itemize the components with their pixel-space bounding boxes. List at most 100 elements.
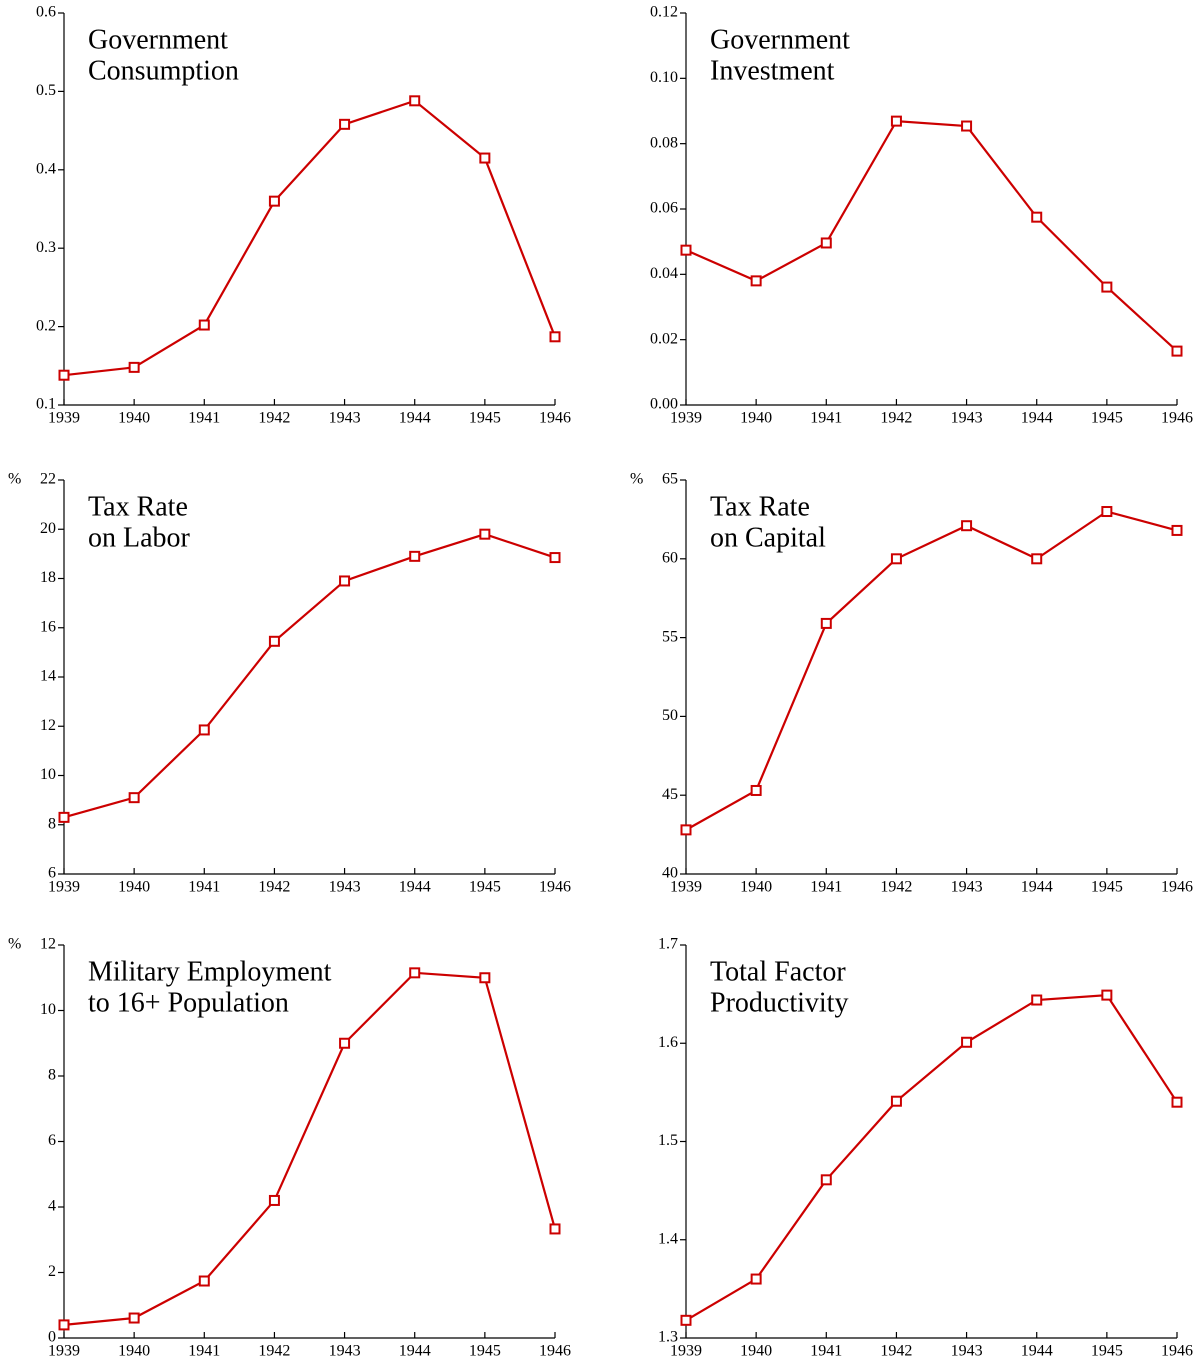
y-tick-label: 0.2: [36, 317, 56, 334]
marker: [1171, 345, 1183, 357]
y-tick-label: 0.4: [36, 160, 56, 177]
x-tick-label: 1944: [399, 410, 431, 427]
y-tick-label: 12: [40, 936, 56, 953]
y-tick-label: 0.08: [650, 134, 678, 151]
x-tick-label: 1942: [258, 410, 290, 427]
marker: [820, 617, 832, 629]
x-tick-label: 1942: [880, 879, 912, 896]
x-tick-label: 1941: [188, 410, 220, 427]
marker: [58, 369, 70, 381]
y-tick-label: 0.5: [36, 82, 56, 99]
marker: [128, 361, 140, 373]
x-tick-label: 1946: [539, 879, 571, 896]
panel-title: Tax Rate: [88, 491, 188, 522]
y-tick-label: 1.5: [658, 1132, 678, 1149]
marker: [268, 195, 280, 207]
data-line: [63, 533, 556, 819]
marker: [820, 237, 832, 249]
x-tick-label: 1945: [469, 879, 501, 896]
marker: [1031, 553, 1043, 565]
marker: [1171, 1096, 1183, 1108]
x-tick-label: 1940: [118, 879, 150, 896]
panel-title: to 16+ Population: [88, 987, 289, 1018]
x-tick-label: 1945: [1091, 1343, 1123, 1360]
panel-title: Productivity: [710, 987, 848, 1018]
marker: [549, 331, 561, 343]
y-tick-label: 16: [40, 618, 56, 635]
marker: [409, 95, 421, 107]
x-tick-label: 1943: [329, 1343, 361, 1360]
x-tick-label: 1946: [539, 410, 571, 427]
x-tick-label: 1944: [399, 1343, 431, 1360]
marker: [339, 118, 351, 130]
x-tick-label: 1943: [329, 410, 361, 427]
marker: [339, 1037, 351, 1049]
marker: [961, 1036, 973, 1048]
x-tick-label: 1945: [1091, 410, 1123, 427]
y-tick-label: 0.6: [36, 4, 56, 21]
marker: [1031, 211, 1043, 223]
marker: [680, 1314, 692, 1326]
marker: [409, 967, 421, 979]
marker: [268, 1194, 280, 1206]
panel-title: Consumption: [88, 55, 239, 86]
y-tick-label: 0.06: [650, 200, 678, 217]
x-tick-label: 1939: [670, 879, 702, 896]
marker: [750, 784, 762, 796]
panel-title: Investment: [710, 55, 835, 86]
y-tick-label: 6: [48, 865, 56, 882]
x-tick-label: 1946: [1161, 410, 1193, 427]
x-tick-label: 1945: [1091, 879, 1123, 896]
marker: [890, 1095, 902, 1107]
marker: [750, 275, 762, 287]
marker: [1031, 994, 1043, 1006]
x-tick-label: 1944: [1021, 1343, 1053, 1360]
marker: [1101, 506, 1113, 518]
x-tick-label: 1941: [810, 410, 842, 427]
y-tick-label: 8: [48, 815, 56, 832]
y-tick-label: 2: [48, 1263, 56, 1280]
y-tick-label: 0.02: [650, 330, 678, 347]
x-tick-label: 1940: [118, 1343, 150, 1360]
y-tick-label: 1.6: [658, 1034, 678, 1051]
marker: [198, 724, 210, 736]
marker: [409, 550, 421, 562]
y-tick-label: 1.3: [658, 1329, 678, 1346]
x-tick-label: 1939: [48, 1343, 80, 1360]
y-tick-label: 20: [40, 520, 56, 537]
x-tick-label: 1943: [951, 1343, 983, 1360]
x-tick-label: 1940: [740, 879, 772, 896]
y-tick-label: 1.4: [658, 1230, 678, 1247]
marker: [890, 553, 902, 565]
marker: [339, 575, 351, 587]
y-tick-label: 45: [662, 786, 678, 803]
x-tick-label: 1939: [48, 410, 80, 427]
x-tick-label: 1942: [880, 410, 912, 427]
y-tick-label: 55: [662, 628, 678, 645]
x-tick-label: 1944: [1021, 410, 1053, 427]
y-unit: %: [630, 471, 643, 488]
x-tick-label: 1940: [740, 410, 772, 427]
x-tick-label: 1945: [469, 1343, 501, 1360]
y-tick-label: 0.10: [650, 69, 678, 86]
panel-title: Tax Rate: [710, 491, 810, 522]
y-tick-label: 0.04: [650, 265, 678, 282]
x-tick-label: 1944: [399, 879, 431, 896]
y-tick-label: 18: [40, 569, 56, 586]
marker: [479, 972, 491, 984]
y-tick-label: 50: [662, 707, 678, 724]
y-tick-label: 0.12: [650, 4, 678, 21]
marker: [750, 1273, 762, 1285]
y-tick-label: 14: [40, 668, 56, 685]
data-line: [685, 510, 1178, 831]
y-tick-label: 22: [40, 471, 56, 488]
y-unit: %: [8, 471, 21, 488]
x-tick-label: 1946: [539, 1343, 571, 1360]
data-line: [63, 99, 557, 377]
marker: [680, 244, 692, 256]
y-tick-label: 0: [48, 1329, 56, 1346]
x-tick-label: 1945: [469, 410, 501, 427]
marker: [58, 811, 70, 823]
panel-title: on Labor: [88, 522, 191, 553]
